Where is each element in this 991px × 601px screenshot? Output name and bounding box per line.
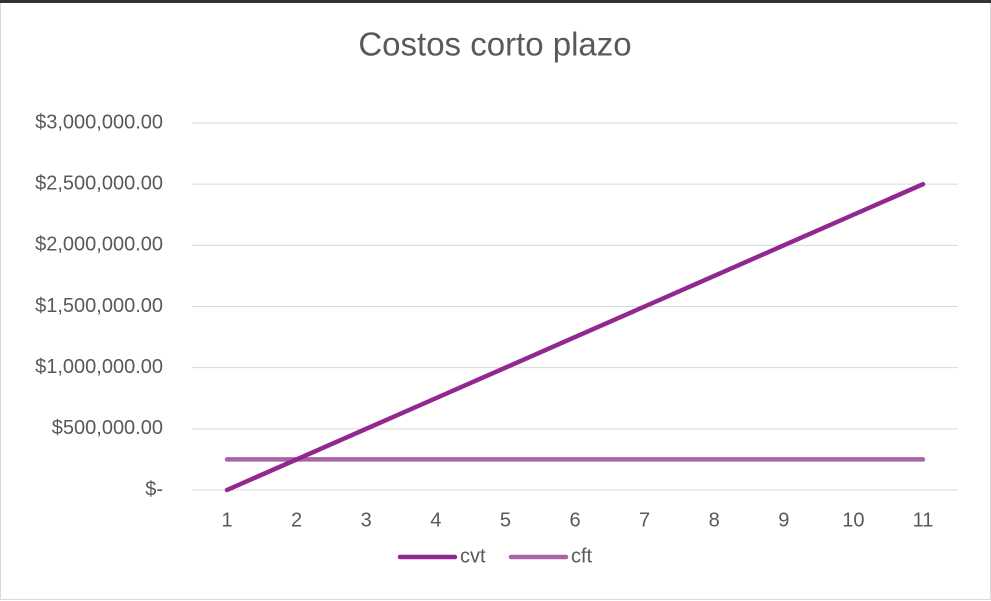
x-tick-label: 6 xyxy=(569,509,580,531)
x-tick-label: 9 xyxy=(778,509,789,531)
x-tick-label: 5 xyxy=(500,509,511,531)
y-tick-label: $- xyxy=(145,478,163,500)
x-tick-label: 4 xyxy=(430,509,441,531)
top-edge xyxy=(0,0,991,3)
legend-label: cvt xyxy=(460,545,486,567)
x-tick-label: 7 xyxy=(639,509,650,531)
legend-label: cft xyxy=(571,545,593,567)
y-tick-label: $2,500,000.00 xyxy=(35,172,163,194)
y-tick-label: $1,000,000.00 xyxy=(35,356,163,378)
series-line xyxy=(224,181,926,493)
y-tick-label: $2,000,000.00 xyxy=(35,234,163,256)
y-tick-label: $500,000.00 xyxy=(52,417,163,439)
x-tick-label: 2 xyxy=(291,509,302,531)
x-tick-label: 3 xyxy=(361,509,372,531)
x-tick-label: 1 xyxy=(221,509,232,531)
x-tick-label: 8 xyxy=(709,509,720,531)
chart-title: Costos corto plazo xyxy=(358,26,631,63)
y-tick-label: $3,000,000.00 xyxy=(35,111,163,133)
x-tick-label: 10 xyxy=(842,509,864,531)
y-tick-label: $1,500,000.00 xyxy=(35,295,163,317)
x-tick-label: 11 xyxy=(913,509,934,531)
